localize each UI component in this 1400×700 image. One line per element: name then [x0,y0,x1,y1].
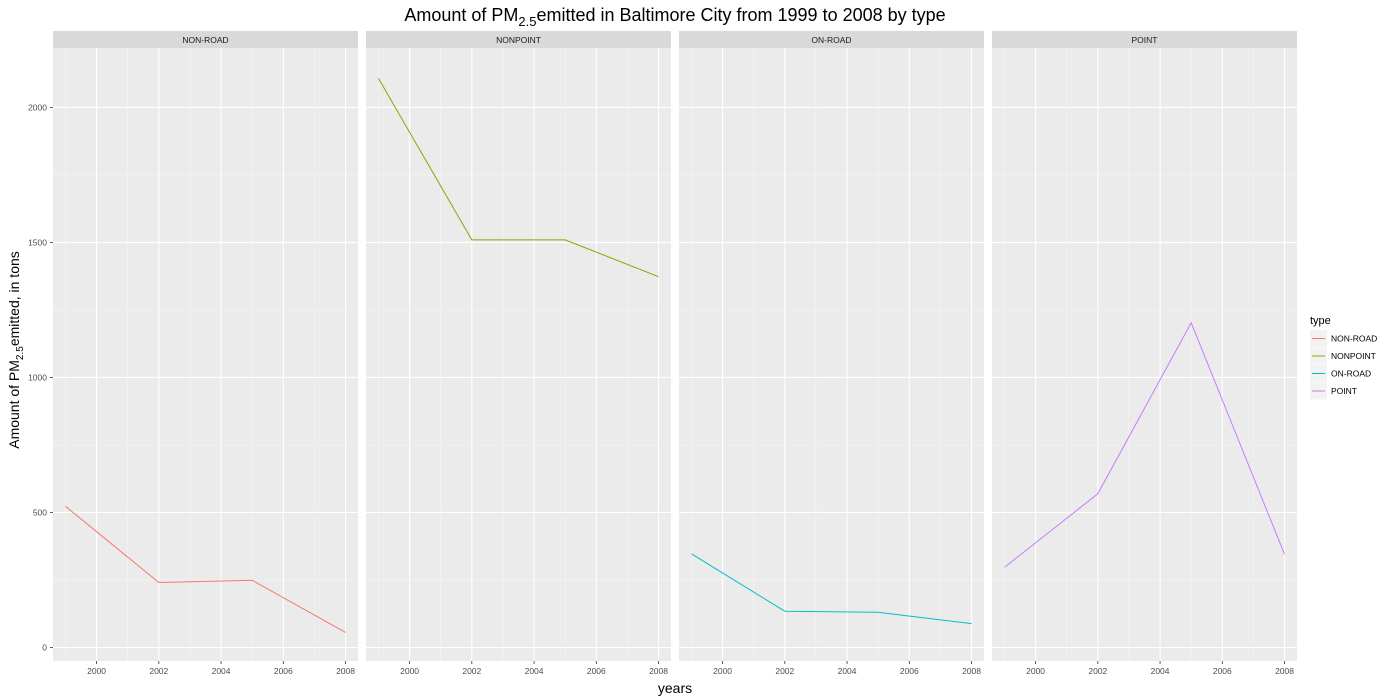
y-tick-label: 2000 [28,102,47,112]
x-tick-label: 2000 [400,666,419,676]
x-tick-label: 2006 [587,666,606,676]
y-tick-label: 500 [33,507,47,517]
x-tick-label: 2000 [713,666,732,676]
legend-label: NONPOINT [1331,351,1376,361]
legend-label: NON-ROAD [1331,334,1377,344]
legend-item-non-road: NON-ROAD [1310,330,1377,347]
legend-item-on-road: ON-ROAD [1310,365,1371,382]
x-tick-label: 2006 [1213,666,1232,676]
chart-title: Amount of PM2.5emitted in Baltimore City… [404,5,945,29]
y-axis: 0 500 1000 1500 2000 [28,102,53,652]
facet-strip-label: ON-ROAD [811,35,851,45]
y-tick-label: 1500 [28,237,47,247]
legend-item-nonpoint: NONPOINT [1310,347,1376,365]
facet-strip [366,31,671,48]
plot-background [992,48,1297,661]
x-tick-label: 2008 [1275,666,1294,676]
plot-background [679,48,984,661]
plot-background [366,48,671,661]
facet-strip [679,31,984,48]
legend-title: type [1310,315,1331,327]
facet-strip [53,31,358,48]
facet-panel-on-road: ON-ROAD 2000 2002 2004 2006 2008 [679,31,984,676]
legend: type NON-ROAD NONPOINT ON-ROAD POINT [1310,315,1377,400]
y-axis-label: Amount of PM2.5emitted, in tons [6,251,26,449]
x-tick-label: 2000 [1026,666,1045,676]
x-tick-label: 2004 [1151,666,1170,676]
x-tick-label: 2002 [149,666,168,676]
x-tick-label: 2004 [525,666,544,676]
x-tick-label: 2002 [462,666,481,676]
series-line-non-road [65,505,346,633]
series-line-nonpoint [378,78,659,278]
x-axis-label: years [658,680,692,696]
facet-strip-label: NON-ROAD [182,35,228,45]
y-tick-label: 1000 [28,372,47,382]
facet-strip-label: NONPOINT [496,35,541,45]
x-tick-label: 2004 [838,666,857,676]
legend-label: ON-ROAD [1331,369,1371,379]
plot-background [53,48,358,661]
series-line-point [1004,321,1286,568]
x-tick-label: 2008 [336,666,355,676]
series-line-on-road [691,553,972,625]
x-tick-label: 2002 [775,666,794,676]
x-tick-label: 2000 [87,666,106,676]
x-tick-label: 2008 [962,666,981,676]
facet-panel-nonpoint: NONPOINT 2000 2002 2004 2006 2008 [366,31,671,676]
x-tick-label: 2006 [274,666,293,676]
x-tick-label: 2002 [1088,666,1107,676]
legend-label: POINT [1331,386,1357,396]
facet-strip-label: POINT [1132,35,1158,45]
x-tick-label: 2004 [212,666,231,676]
legend-item-point: POINT [1310,382,1357,400]
y-tick-label: 0 [42,642,47,652]
x-tick-label: 2008 [649,666,668,676]
facet-panel-point: POINT 2000 2002 2004 2006 2008 [992,31,1297,676]
x-tick-label: 2006 [900,666,919,676]
facet-strip [992,31,1297,48]
facet-panel-non-road: NON-ROAD 2000 2002 2004 2006 2008 [53,31,358,676]
